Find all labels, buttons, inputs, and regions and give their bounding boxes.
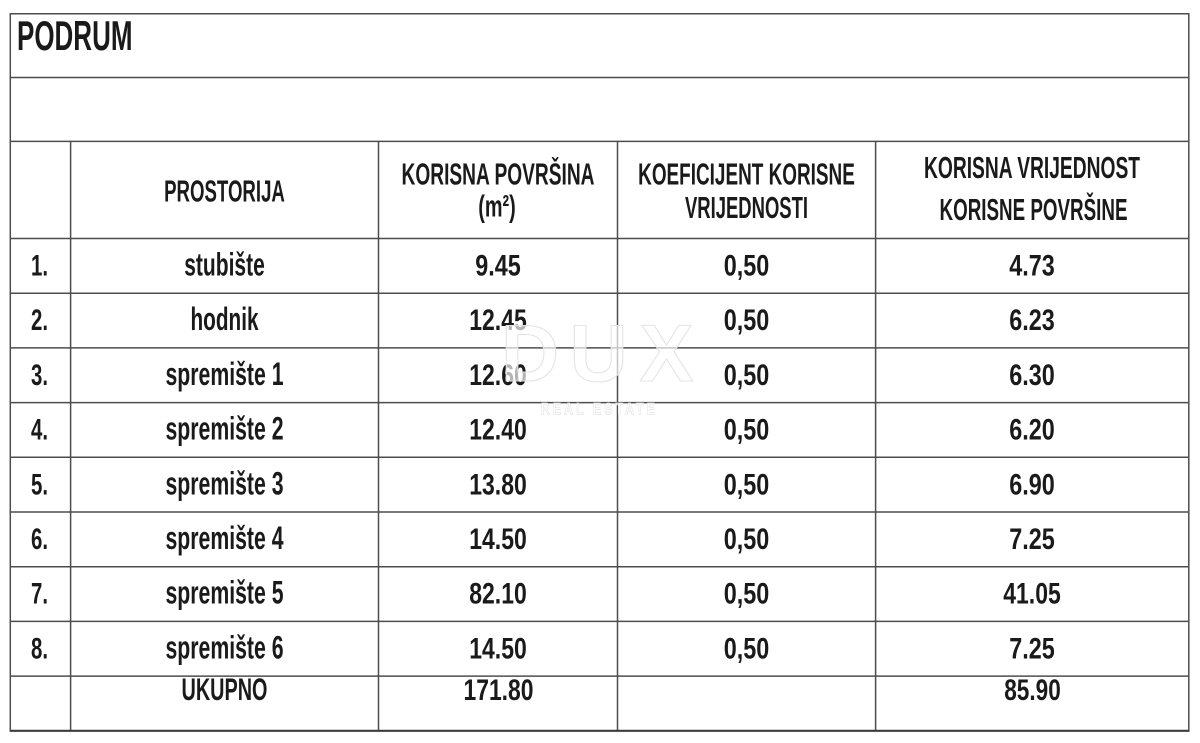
svg-text:13.80: 13.80 [469,468,527,501]
svg-text:hodnik: hodnik [191,301,260,337]
svg-text:82.10: 82.10 [469,578,527,611]
svg-text:D: D [501,309,559,399]
svg-text:5.: 5. [31,468,48,501]
svg-text:spremište 6: spremište 6 [166,629,284,665]
svg-text:12.60: 12.60 [469,359,527,392]
svg-text:12.40: 12.40 [469,414,527,447]
svg-text:4.: 4. [31,414,48,447]
svg-text:3.: 3. [31,359,48,392]
svg-text:PODRUM: PODRUM [17,12,133,59]
svg-text:6.30: 6.30 [1009,359,1055,392]
svg-text:2.: 2. [31,304,48,337]
svg-text:14.50: 14.50 [469,632,527,665]
svg-text:VRIJEDNOSTI: VRIJEDNOSTI [685,190,808,225]
svg-text:6.23: 6.23 [1009,304,1055,337]
svg-text:4.73: 4.73 [1009,250,1055,283]
svg-text:6.90: 6.90 [1009,468,1055,501]
svg-text:41.05: 41.05 [1003,578,1061,611]
svg-text:0,50: 0,50 [724,468,770,501]
svg-text:0,50: 0,50 [724,632,770,665]
svg-text:0,50: 0,50 [724,414,770,447]
svg-text:7.25: 7.25 [1009,523,1055,556]
svg-text:1.: 1. [31,250,48,283]
svg-text:KORISNE POVRŠINE: KORISNE POVRŠINE [940,191,1128,227]
svg-text:KORISNA POVRŠINA: KORISNA POVRŠINA [402,155,595,191]
svg-text:UKUPNO: UKUPNO [182,671,268,707]
svg-text:0,50: 0,50 [724,359,770,392]
svg-text:X: X [640,309,694,399]
svg-text:12.45: 12.45 [469,304,527,337]
svg-text:stubište: stubište [184,247,265,283]
svg-text:9.45: 9.45 [475,250,521,283]
svg-text:spremište 1: spremište 1 [166,356,284,392]
svg-text:171.80: 171.80 [464,674,534,707]
svg-text:U: U [570,309,628,399]
svg-text:0,50: 0,50 [724,250,770,283]
svg-text:REAL ESTATE: REAL ESTATE [541,400,658,419]
svg-text:0,50: 0,50 [724,578,770,611]
svg-text:8.: 8. [31,632,48,665]
svg-text:KOEFICIJENT KORISNE: KOEFICIJENT KORISNE [638,156,855,191]
svg-text:6.: 6. [31,523,48,556]
svg-text:PROSTORIJA: PROSTORIJA [164,173,285,208]
svg-text:KORISNA VRIJEDNOST: KORISNA VRIJEDNOST [924,150,1140,185]
svg-text:spremište 2: spremište 2 [166,411,284,447]
svg-text:spremište 4: spremište 4 [166,520,284,556]
svg-text:spremište 5: spremište 5 [166,575,284,611]
svg-text:0,50: 0,50 [724,304,770,337]
svg-text:7.25: 7.25 [1009,632,1055,665]
svg-text:7.: 7. [31,578,48,611]
svg-text:(m²): (m²) [478,189,516,224]
svg-text:spremište 3: spremište 3 [166,465,284,501]
svg-text:0,50: 0,50 [724,523,770,556]
svg-text:14.50: 14.50 [469,523,527,556]
svg-text:6.20: 6.20 [1009,414,1055,447]
svg-text:85.90: 85.90 [1004,674,1061,707]
